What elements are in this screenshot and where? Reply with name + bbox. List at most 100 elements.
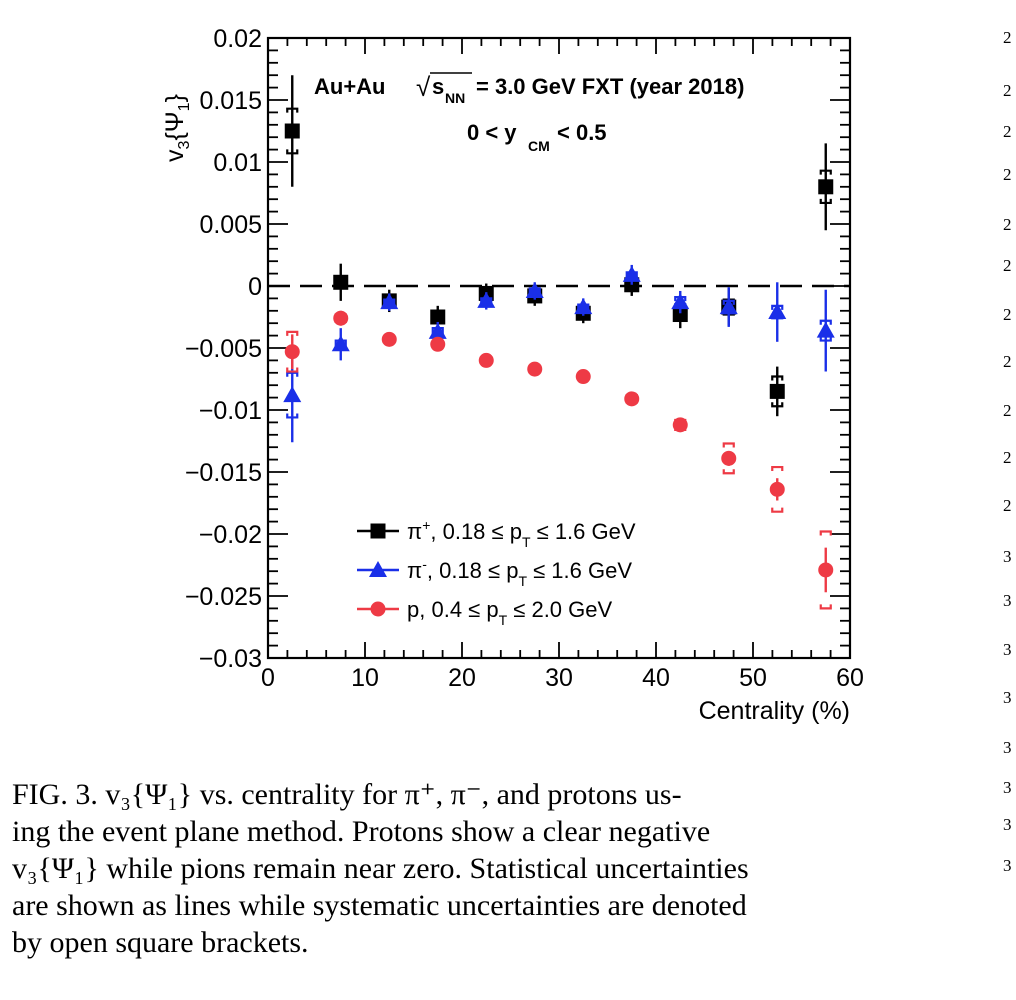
caption-line: by open square brackets. <box>12 926 309 959</box>
margin-line-number: 2 <box>1003 28 1012 47</box>
data-point <box>284 123 300 139</box>
caption-line: FIG. 3. v₃{Ψ₁} vs. centrality for π⁺, π⁻… <box>12 778 682 811</box>
legend-entry-1: π-, 0.18 ≤ pT ≤ 1.6 GeV <box>407 556 632 589</box>
data-point <box>769 481 785 497</box>
data-point <box>816 321 835 338</box>
y-label-brace: {Ψ <box>161 111 189 140</box>
x-tick-label: 50 <box>739 664 767 692</box>
y-tick-label: −0.03 <box>199 645 262 673</box>
data-point <box>672 417 688 433</box>
margin-line-number: 3 <box>1003 688 1012 707</box>
chart-title-energy-var: s <box>432 74 444 99</box>
margin-line-number: 3 <box>1003 738 1012 757</box>
sys-error-bracket <box>771 465 784 513</box>
data-point <box>331 335 350 352</box>
margin-line-number: 3 <box>1003 547 1012 566</box>
y-label-sub: 3 <box>176 140 193 149</box>
margin-line-number: 3 <box>1003 856 1012 875</box>
sys-error-bracket <box>819 530 832 610</box>
data-point <box>768 303 787 320</box>
figure-caption: FIG. 3. v₃{Ψ₁} vs. centrality for π⁺, π⁻… <box>12 776 1012 961</box>
legend-entry-0: π+, 0.18 ≤ pT ≤ 1.6 GeV <box>407 517 636 550</box>
y-tick-label: −0.025 <box>185 583 262 611</box>
y-tick-label: 0 <box>248 273 262 301</box>
plot-text: Au+Au √ s NN = 3.0 GeV FXT (year 2018) 0… <box>161 72 850 725</box>
y-tick-label: −0.005 <box>185 335 262 363</box>
data-point <box>380 293 399 310</box>
x-tick-label: 30 <box>545 664 573 692</box>
data-point <box>430 309 446 325</box>
data-point <box>818 562 834 578</box>
data-point <box>477 291 496 308</box>
chart-title-rapidity: 0 < y <box>467 120 517 145</box>
sys-error-bracket <box>286 371 299 419</box>
y-label-end: } <box>161 94 189 102</box>
y-tick-label: −0.02 <box>199 521 262 549</box>
svg-text:v3{Ψ1}: v3{Ψ1} <box>161 94 193 162</box>
chart-title-energy: = 3.0 GeV FXT (year 2018) <box>476 74 744 99</box>
y-label-v: v <box>161 149 189 162</box>
margin-line-number: 2 <box>1003 496 1012 515</box>
data-point <box>575 369 591 385</box>
margin-line-number: 2 <box>1003 215 1012 234</box>
legend-marker <box>370 601 386 617</box>
margin-line-number: 2 <box>1003 401 1012 420</box>
data-point <box>430 336 446 352</box>
data-point <box>527 361 543 377</box>
caption-line: v₃{Ψ₁} while pions remain near zero. Sta… <box>12 852 749 885</box>
data-point <box>672 307 688 323</box>
data-point <box>284 344 300 360</box>
y-tick-label: 0.015 <box>199 87 262 115</box>
x-tick-label: 20 <box>448 664 476 692</box>
figure-3-plot: 0 10 20 30 40 50 60 0.02 0.015 0.01 0.005 0 −0.005 −0… <box>161 25 864 725</box>
sys-error-bracket <box>771 375 784 408</box>
chart-title-sqrt: √ <box>416 72 431 102</box>
data-point <box>671 293 690 310</box>
y-axis-label: v3{Ψ1} <box>161 94 193 162</box>
data-point <box>428 322 447 339</box>
x-tick-label: 60 <box>836 664 864 692</box>
data-point <box>478 352 494 368</box>
margin-line-number: 2 <box>1003 256 1012 275</box>
margin-line-number: 2 <box>1003 122 1012 141</box>
series-2 <box>284 310 834 610</box>
y-label-sub2: 1 <box>176 102 193 111</box>
margin-line-number: 2 <box>1003 305 1012 324</box>
data-point <box>624 391 640 407</box>
margin-line-number: 3 <box>1003 640 1012 659</box>
margin-line-number: 2 <box>1003 81 1012 100</box>
sys-error-bracket <box>722 442 735 475</box>
x-tick-label: 0 <box>261 664 275 692</box>
caption-line: ing the event plane method. Protons show… <box>12 815 711 848</box>
plot-area: 0 10 20 30 40 50 60 0.02 0.015 0.01 0.005 0 −0.005 −0… <box>185 25 864 692</box>
data-point <box>333 310 349 326</box>
chart-title-system: Au+Au <box>314 74 386 99</box>
margin-line-number: 3 <box>1003 778 1012 797</box>
data-point <box>283 386 302 403</box>
legend-entry-2: p, 0.4 ≤ pT ≤ 2.0 GeV <box>407 597 612 628</box>
chart-title-energy-sub: NN <box>445 90 465 106</box>
margin-line-number: 2 <box>1003 165 1012 184</box>
data-point <box>719 298 738 315</box>
margin-line-number: 3 <box>1003 815 1012 834</box>
data-point <box>769 383 785 399</box>
y-tick-label: −0.01 <box>199 397 262 425</box>
data-point <box>818 179 834 195</box>
y-tick-label: 0.005 <box>199 211 262 239</box>
sys-error-bracket <box>286 330 299 373</box>
sys-error-bracket <box>819 319 832 342</box>
margin-line-number: 2 <box>1003 448 1012 467</box>
x-tick-label: 10 <box>351 664 379 692</box>
data-point <box>721 450 737 466</box>
legend-marker <box>370 523 386 539</box>
margin-line-number: 3 <box>1003 591 1012 610</box>
sys-error-bracket <box>286 107 299 155</box>
x-tick-label: 40 <box>642 664 670 692</box>
y-tick-label: 0.02 <box>213 25 262 53</box>
y-tick-label: 0.01 <box>213 149 262 177</box>
data-point <box>381 331 397 347</box>
data-point <box>525 281 544 298</box>
chart-title-rapidity-sub: CM <box>528 138 550 154</box>
data-point <box>622 265 641 282</box>
legend: π+, 0.18 ≤ pT ≤ 1.6 GeV π-, 0.18 ≤ pT ≤ 1… <box>357 517 636 628</box>
